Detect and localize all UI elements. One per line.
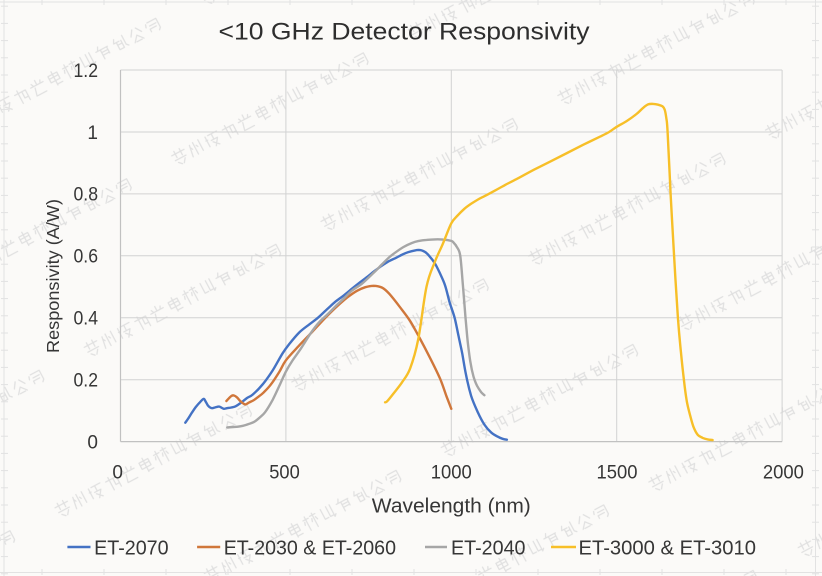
svg-text:0: 0 [112,463,123,484]
svg-text:1: 1 [87,123,98,144]
svg-text:ET-2070: ET-2070 [94,537,169,559]
svg-text:<10 GHz Detector Responsivity: <10 GHz Detector Responsivity [219,19,591,46]
svg-text:Wavelength (nm): Wavelength (nm) [372,494,531,517]
svg-text:ET-2040: ET-2040 [451,537,526,559]
svg-text:0: 0 [87,432,98,453]
svg-text:0.8: 0.8 [74,185,99,206]
svg-text:1500: 1500 [597,463,638,484]
svg-text:0.6: 0.6 [74,247,99,268]
svg-text:2000: 2000 [763,463,804,484]
svg-text:ET-3000 & ET-3010: ET-3000 & ET-3010 [579,537,757,559]
svg-text:1000: 1000 [431,463,472,484]
svg-text:0.4: 0.4 [74,309,99,330]
svg-text:ET-2030 & ET-2060: ET-2030 & ET-2060 [224,537,396,559]
svg-text:1.2: 1.2 [74,61,99,82]
svg-text:500: 500 [269,463,300,484]
svg-text:Responsivity (A/W): Responsivity (A/W) [43,199,63,353]
svg-text:0.2: 0.2 [74,371,99,392]
